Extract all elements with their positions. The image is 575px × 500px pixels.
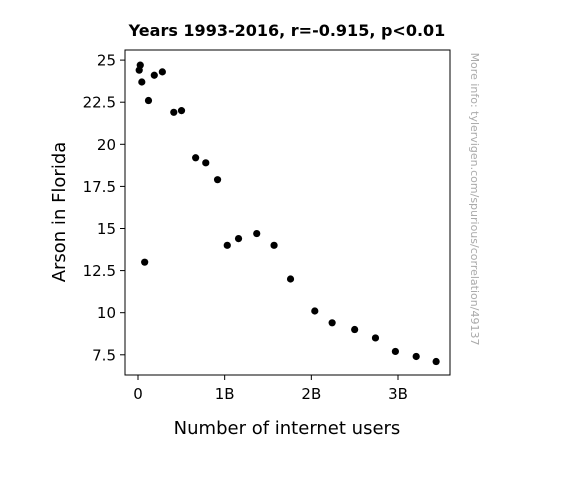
data-point: [170, 108, 178, 116]
x-tick-label: 0: [133, 385, 143, 403]
y-tick-label: 22.5: [83, 94, 116, 112]
x-axis: 0 1B 2B 3B: [133, 375, 408, 403]
data-point: [270, 241, 278, 249]
data-point: [371, 334, 380, 342]
y-axis: 7.5 10 12.5 15 17.5 20 22.5 25: [83, 52, 125, 364]
y-tick-label: 15: [97, 220, 116, 238]
y-tick-label: 10: [97, 304, 116, 322]
data-point: [158, 68, 166, 76]
data-point: [192, 154, 200, 162]
data-points: [135, 61, 440, 366]
data-point: [177, 107, 186, 115]
x-axis-label: Number of internet users: [174, 418, 401, 439]
chart-title: Years 1993-2016, r=-0.915, p<0.01: [128, 21, 446, 40]
source-note: More info: tylervigen.com/spurious/corre…: [468, 53, 481, 346]
data-point: [328, 319, 336, 327]
data-point: [202, 159, 210, 167]
data-point: [138, 78, 146, 86]
data-point: [412, 352, 420, 361]
x-tick-label: 3B: [388, 385, 408, 403]
data-point: [136, 61, 144, 69]
data-point: [150, 71, 158, 79]
data-point: [213, 176, 222, 184]
data-point: [141, 258, 149, 266]
y-tick-label: 7.5: [92, 346, 116, 364]
data-point: [234, 235, 243, 243]
plot-frame: [124, 49, 451, 376]
data-point: [253, 229, 261, 238]
data-point: [144, 96, 153, 105]
data-point: [223, 241, 231, 249]
y-tick-label: 20: [97, 136, 116, 154]
x-tick-label: 2B: [301, 385, 321, 403]
data-point: [311, 307, 319, 315]
plot-area: 0 1B 2B 3B 7.5 10 12.5 15 17.5 20 22.5 25: [83, 49, 451, 403]
y-axis-label: Arson in Florida: [49, 142, 70, 283]
data-point: [286, 275, 295, 283]
y-tick-label: 17.5: [83, 178, 116, 196]
y-tick-label: 25: [97, 52, 116, 70]
x-tick-label: 1B: [215, 385, 235, 403]
data-point: [432, 357, 440, 366]
data-point: [391, 347, 399, 356]
data-point: [351, 325, 359, 334]
y-tick-label: 12.5: [83, 262, 116, 280]
